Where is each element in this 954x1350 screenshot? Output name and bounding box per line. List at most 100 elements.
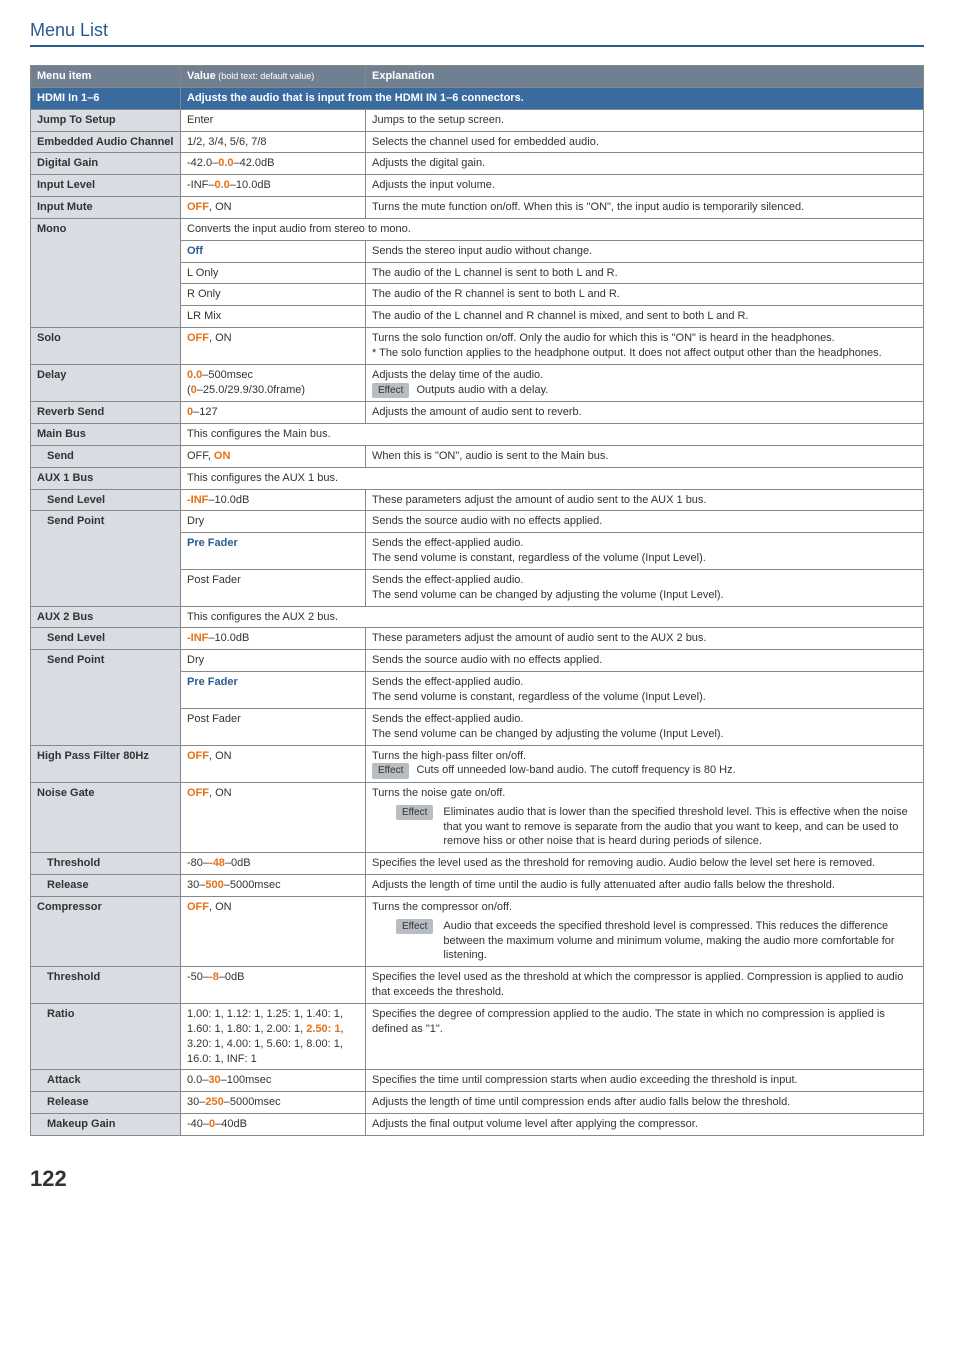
table-cell: Adjusts the delay time of the audio.Effe… — [366, 364, 924, 401]
table-cell: Input Mute — [31, 197, 181, 219]
table-cell: Ratio — [31, 1003, 181, 1069]
table-row: Release30–250–5000msecAdjusts the length… — [31, 1092, 924, 1114]
table-row: Send PointDrySends the source audio with… — [31, 511, 924, 533]
table-row: High Pass Filter 80HzOFF, ONTurns the hi… — [31, 745, 924, 782]
table-cell: OFF, ON — [181, 328, 366, 365]
table-cell: Pre Fader — [181, 672, 366, 709]
table-cell: Specifies the level used as the threshol… — [366, 853, 924, 875]
table-cell: Off — [181, 240, 366, 262]
table-row: Send Level-INF–10.0dBThese parameters ad… — [31, 628, 924, 650]
table-row: Input MuteOFF, ONTurns the mute function… — [31, 197, 924, 219]
table-row: Makeup Gain-40–0–40dBAdjusts the final o… — [31, 1114, 924, 1136]
table-cell: Converts the input audio from stereo to … — [181, 218, 924, 240]
table-row: Jump To SetupEnterJumps to the setup scr… — [31, 109, 924, 131]
table-cell: Sends the source audio with no effects a… — [366, 650, 924, 672]
table-cell: Digital Gain — [31, 153, 181, 175]
table-cell: OFF, ON — [181, 745, 366, 782]
table-cell: 30–250–5000msec — [181, 1092, 366, 1114]
table-cell: Specifies the level used as the threshol… — [366, 967, 924, 1004]
table-row: Input Level-INF–0.0–10.0dBAdjusts the in… — [31, 175, 924, 197]
table-cell: OFF, ON — [181, 197, 366, 219]
table-cell: 0–127 — [181, 402, 366, 424]
table-row: SendOFF, ONWhen this is "ON", audio is s… — [31, 445, 924, 467]
table-cell: Adjusts the final output volume level af… — [366, 1114, 924, 1136]
table-cell: Dry — [181, 511, 366, 533]
table-cell: R Only — [181, 284, 366, 306]
table-row: Attack0.0–30–100msecSpecifies the time u… — [31, 1070, 924, 1092]
table-cell: -INF–0.0–10.0dB — [181, 175, 366, 197]
table-cell: Sends the stereo input audio without cha… — [366, 240, 924, 262]
table-cell: Send — [31, 445, 181, 467]
table-cell: Post Fader — [181, 569, 366, 606]
table-cell: Jumps to the setup screen. — [366, 109, 924, 131]
table-cell: Adjusts the input volume. — [366, 175, 924, 197]
table-row: Reverb Send0–127Adjusts the amount of au… — [31, 402, 924, 424]
table-row: Noise GateOFF, ONTurns the noise gate on… — [31, 782, 924, 852]
table-row: Embedded Audio Channel1/2, 3/4, 5/6, 7/8… — [31, 131, 924, 153]
table-cell: Input Level — [31, 175, 181, 197]
table-row: SoloOFF, ONTurns the solo function on/of… — [31, 328, 924, 365]
table-row: Threshold-80–-48–0dBSpecifies the level … — [31, 853, 924, 875]
table-row: CompressorOFF, ONTurns the compressor on… — [31, 896, 924, 966]
table-cell: Turns the high-pass filter on/off.Effect… — [366, 745, 924, 782]
table-cell: Send Level — [31, 628, 181, 650]
table-row: Delay0.0–500msec(0–25.0/29.9/30.0frame)A… — [31, 364, 924, 401]
table-cell: High Pass Filter 80Hz — [31, 745, 181, 782]
table-cell: This configures the AUX 1 bus. — [181, 467, 924, 489]
table-cell: These parameters adjust the amount of au… — [366, 628, 924, 650]
header-menu: Menu item — [31, 66, 181, 88]
table-cell: -40–0–40dB — [181, 1114, 366, 1136]
table-cell: Threshold — [31, 967, 181, 1004]
table-cell: This configures the Main bus. — [181, 424, 924, 446]
table-cell: Sends the source audio with no effects a… — [366, 511, 924, 533]
table-cell: Sends the effect-applied audio.The send … — [366, 708, 924, 745]
table-cell: Post Fader — [181, 708, 366, 745]
table-cell: -80–-48–0dB — [181, 853, 366, 875]
table-cell: Adjusts the audio that is input from the… — [181, 87, 924, 109]
table-cell: -INF–10.0dB — [181, 628, 366, 650]
table-row: Digital Gain-42.0–0.0–42.0dBAdjusts the … — [31, 153, 924, 175]
table-row: HDMI In 1–6Adjusts the audio that is inp… — [31, 87, 924, 109]
table-cell: -42.0–0.0–42.0dB — [181, 153, 366, 175]
table-cell: Makeup Gain — [31, 1114, 181, 1136]
table-cell: These parameters adjust the amount of au… — [366, 489, 924, 511]
table-row: Send Level-INF–10.0dBThese parameters ad… — [31, 489, 924, 511]
table-cell: Solo — [31, 328, 181, 365]
table-cell: Sends the effect-applied audio.The send … — [366, 672, 924, 709]
table-cell: Adjusts the digital gain. — [366, 153, 924, 175]
header-explanation: Explanation — [366, 66, 924, 88]
table-cell: AUX 1 Bus — [31, 467, 181, 489]
table-cell: Turns the mute function on/off. When thi… — [366, 197, 924, 219]
table-cell: OFF, ON — [181, 896, 366, 966]
table-cell: Send Point — [31, 511, 181, 606]
table-cell: Release — [31, 875, 181, 897]
header-value: Value (bold text: default value) — [181, 66, 366, 88]
table-cell: Main Bus — [31, 424, 181, 446]
table-cell: The audio of the L channel and R channel… — [366, 306, 924, 328]
table-cell: Adjusts the length of time until the aud… — [366, 875, 924, 897]
table-cell: LR Mix — [181, 306, 366, 328]
table-cell: Pre Fader — [181, 533, 366, 570]
table-cell: The audio of the L channel is sent to bo… — [366, 262, 924, 284]
table-cell: Sends the effect-applied audio.The send … — [366, 569, 924, 606]
table-cell: Turns the noise gate on/off.EffectElimin… — [366, 782, 924, 852]
table-cell: Delay — [31, 364, 181, 401]
table-cell: HDMI In 1–6 — [31, 87, 181, 109]
table-cell: Noise Gate — [31, 782, 181, 852]
table-row: Threshold-50–-8–0dBSpecifies the level u… — [31, 967, 924, 1004]
table-cell: 1/2, 3/4, 5/6, 7/8 — [181, 131, 366, 153]
table-row: Main BusThis configures the Main bus. — [31, 424, 924, 446]
table-cell: -INF–10.0dB — [181, 489, 366, 511]
table-cell: Specifies the time until compression sta… — [366, 1070, 924, 1092]
table-cell: L Only — [181, 262, 366, 284]
table-cell: OFF, ON — [181, 445, 366, 467]
table-row: MonoConverts the input audio from stereo… — [31, 218, 924, 240]
table-cell: Compressor — [31, 896, 181, 966]
table-cell: Release — [31, 1092, 181, 1114]
table-cell: Specifies the degree of compression appl… — [366, 1003, 924, 1069]
table-cell: Embedded Audio Channel — [31, 131, 181, 153]
table-header-row: Menu item Value (bold text: default valu… — [31, 66, 924, 88]
table-cell: 0.0–500msec(0–25.0/29.9/30.0frame) — [181, 364, 366, 401]
table-cell: 0.0–30–100msec — [181, 1070, 366, 1092]
table-cell: OFF, ON — [181, 782, 366, 852]
